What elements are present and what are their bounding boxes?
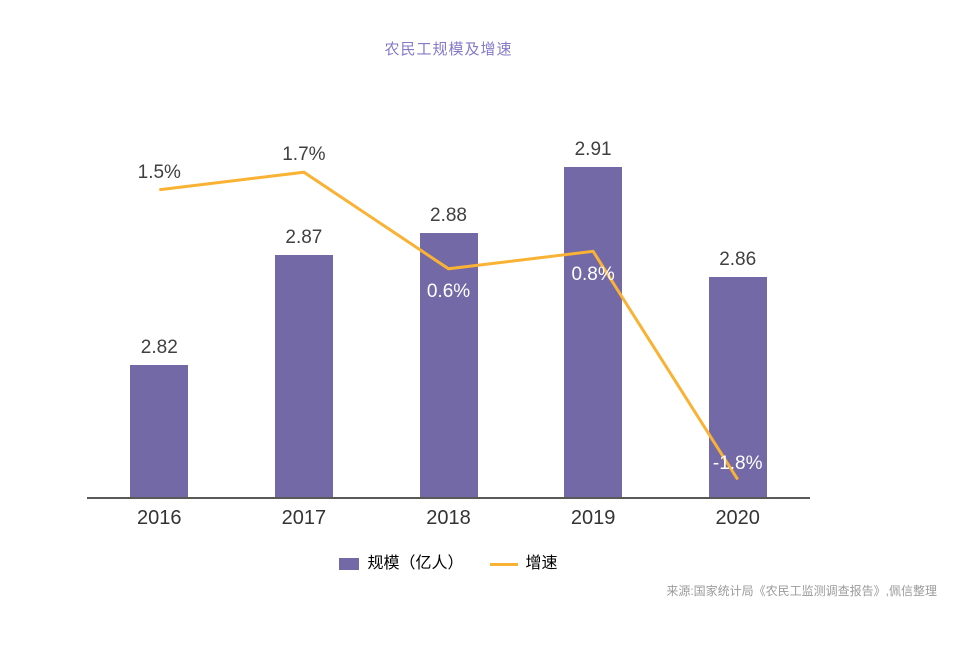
legend-bar-label: 规模（亿人） <box>367 555 464 572</box>
legend: 规模（亿人） 增速 <box>87 552 810 576</box>
legend-line-label: 增速 <box>525 555 558 572</box>
growth-line-path <box>159 170 739 481</box>
source-note: 来源:国家统计局《农民工监测调查报告》,佩信整理 <box>666 584 937 598</box>
x-axis-line <box>87 497 810 499</box>
chart-title: 农民工规模及增速 <box>384 41 513 58</box>
legend-line-swatch <box>489 562 518 566</box>
legend-bar-swatch <box>339 558 360 570</box>
